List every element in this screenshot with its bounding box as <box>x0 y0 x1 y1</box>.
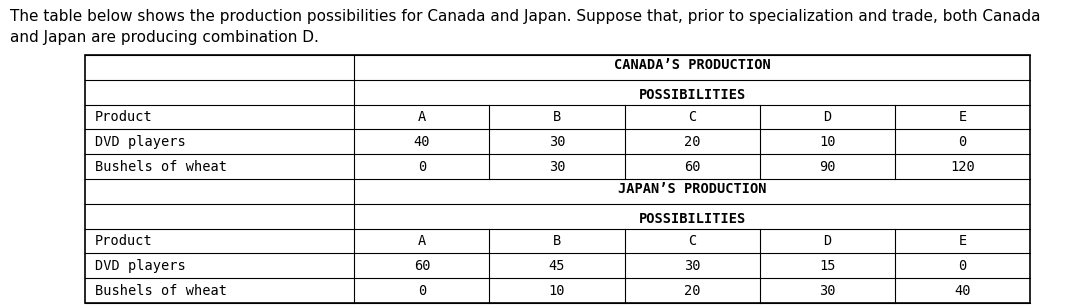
Text: C: C <box>688 110 697 124</box>
Text: 40: 40 <box>955 284 971 298</box>
Text: A: A <box>418 234 426 248</box>
Text: Product: Product <box>95 110 152 124</box>
Text: B: B <box>553 234 562 248</box>
Text: CANADA’S PRODUCTION: CANADA’S PRODUCTION <box>613 58 770 72</box>
Text: D: D <box>823 110 832 124</box>
Text: DVD players: DVD players <box>95 259 186 273</box>
Text: B: B <box>553 110 562 124</box>
Text: C: C <box>688 234 697 248</box>
Text: 60: 60 <box>414 259 430 273</box>
Bar <box>85 55 1030 303</box>
Text: 0: 0 <box>958 135 967 149</box>
Text: E: E <box>958 110 967 124</box>
Text: A: A <box>418 110 426 124</box>
Text: Product: Product <box>95 234 152 248</box>
Text: and Japan are producing combination D.: and Japan are producing combination D. <box>10 30 319 45</box>
Text: 90: 90 <box>819 160 836 174</box>
Text: JAPAN’S PRODUCTION: JAPAN’S PRODUCTION <box>618 182 767 196</box>
Text: POSSIBILITIES: POSSIBILITIES <box>638 212 746 226</box>
Text: 20: 20 <box>684 284 701 298</box>
Text: 30: 30 <box>684 259 701 273</box>
Text: 120: 120 <box>950 160 975 174</box>
Text: 0: 0 <box>418 160 426 174</box>
Text: 10: 10 <box>549 284 565 298</box>
Text: 10: 10 <box>819 135 836 149</box>
Text: Bushels of wheat: Bushels of wheat <box>95 160 227 174</box>
Text: 60: 60 <box>684 160 701 174</box>
Text: 0: 0 <box>958 259 967 273</box>
Text: 30: 30 <box>549 160 565 174</box>
Text: POSSIBILITIES: POSSIBILITIES <box>638 88 746 102</box>
Text: 30: 30 <box>819 284 836 298</box>
Text: The table below shows the production possibilities for Canada and Japan. Suppose: The table below shows the production pos… <box>10 9 1040 24</box>
Text: 15: 15 <box>819 259 836 273</box>
Text: DVD players: DVD players <box>95 135 186 149</box>
Text: 20: 20 <box>684 135 701 149</box>
Text: 30: 30 <box>549 135 565 149</box>
Text: E: E <box>958 234 967 248</box>
Text: 40: 40 <box>414 135 430 149</box>
Text: 0: 0 <box>418 284 426 298</box>
Text: 45: 45 <box>549 259 565 273</box>
Text: Bushels of wheat: Bushels of wheat <box>95 284 227 298</box>
Text: D: D <box>823 234 832 248</box>
